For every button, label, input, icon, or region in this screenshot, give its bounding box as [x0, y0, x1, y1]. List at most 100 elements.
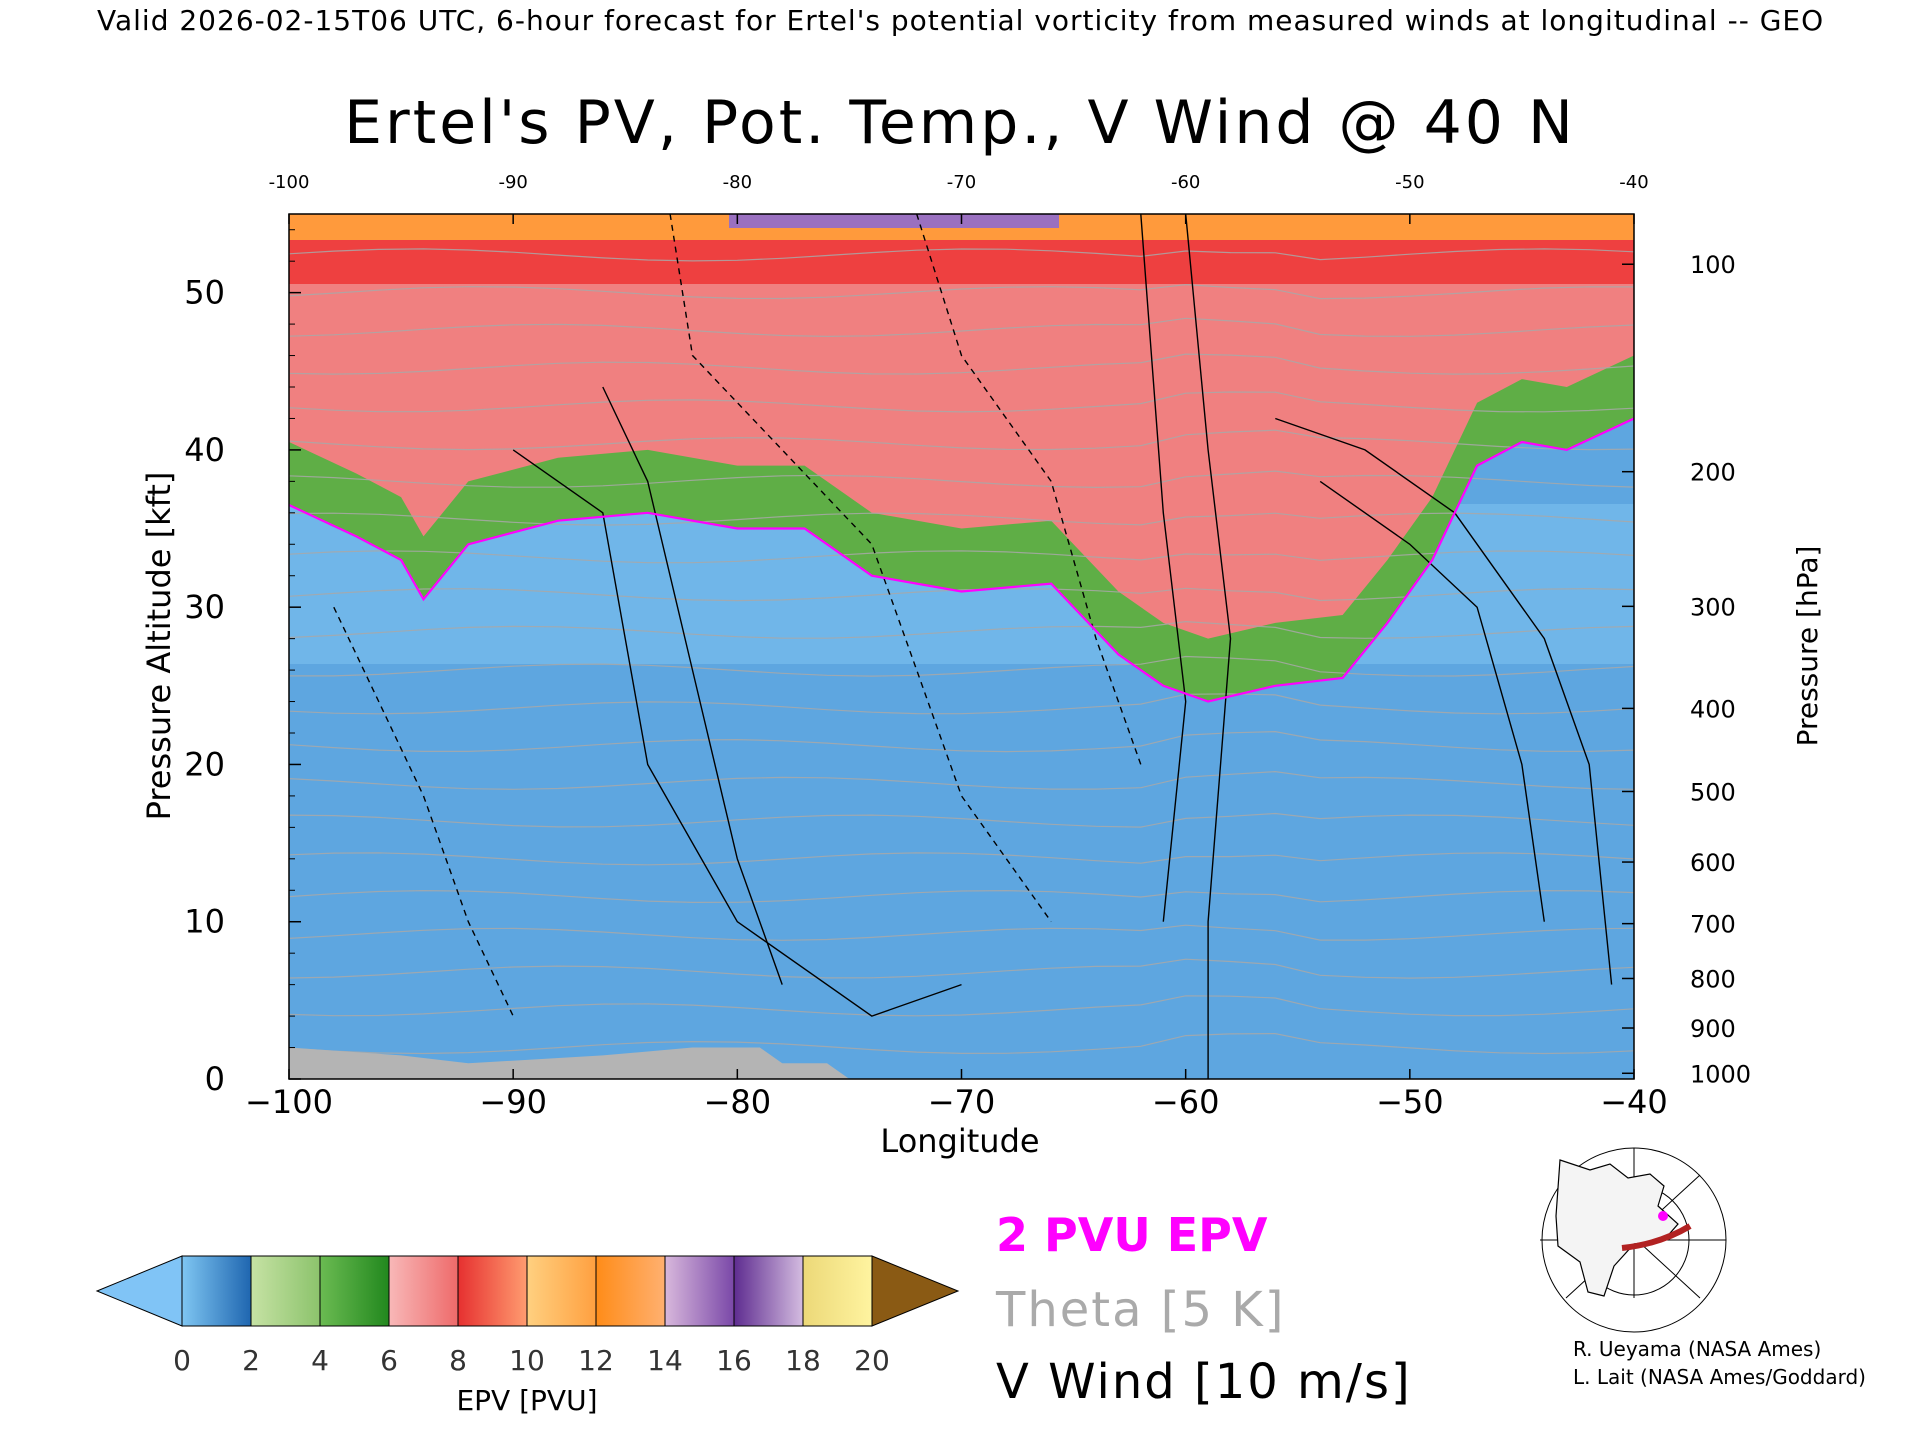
epv-colorbar: 0 2 4 6 8 10 12 14 16 18 20 EPV [PVU] [95, 1255, 960, 1417]
y-tick-label: 10 [184, 903, 225, 941]
theta-contour [289, 317, 1634, 338]
theta-contour [289, 587, 1634, 602]
pressure-tick-label: 500 [1690, 778, 1736, 806]
colorbar-tick-label: 14 [647, 1344, 683, 1377]
credit-line-1: R. Ueyama (NASA Ames) [1573, 1337, 1822, 1361]
colorbar-tick-label: 6 [380, 1344, 398, 1377]
y-tick-label: 0 [205, 1060, 225, 1098]
y-tick-label: 40 [184, 431, 225, 469]
x-tick-label: −50 [1376, 1083, 1444, 1121]
theta-contour [289, 620, 1634, 639]
colorbar-label: EPV [PVU] [456, 1384, 597, 1417]
colorbar-tick-label: 2 [242, 1344, 260, 1377]
v-wind-contour [669, 214, 1052, 923]
v-wind-contour [512, 449, 962, 1017]
y-tick-label: 20 [184, 745, 225, 783]
terrain-mask [289, 1047, 850, 1079]
theta-contour [289, 1032, 1634, 1055]
theta-contour [289, 512, 1634, 526]
pressure-tick-label: 700 [1690, 911, 1736, 939]
x-tick-label: −80 [704, 1083, 772, 1121]
x-axis-top: -100 -90 -80 -70 -60 -50 -40 [269, 172, 1649, 224]
theta-contour [289, 353, 1634, 375]
theta-contour [289, 924, 1634, 941]
epv-field [289, 214, 1634, 1079]
chart-title: Ertel's PV, Pot. Temp., V Wind @ 40 N [344, 88, 1576, 158]
x-top-tick-label: -90 [498, 172, 527, 193]
v-wind-contour [1185, 214, 1232, 1079]
v-wind-contour [1140, 214, 1187, 922]
tropopause-2pvu [289, 417, 1634, 703]
x-tick-label: −100 [245, 1083, 333, 1121]
forecast-subtitle: Valid 2026-02-15T06 UTC, 6-hour forecast… [97, 4, 1825, 37]
colorbar-tick-label: 18 [785, 1344, 821, 1377]
legend-v-wind: V Wind [10 m/s] [996, 1354, 1412, 1410]
legend-theta: Theta [5 K] [996, 1282, 1286, 1338]
stratosphere-purple [729, 214, 1059, 228]
colorbar-under-arrow [95, 1255, 183, 1327]
x-axis-bottom: −100 −90 −80 −70 −60 −50 −40 [245, 1069, 1668, 1121]
pressure-tick-label: 300 [1690, 593, 1736, 621]
theta-contour [289, 693, 1634, 715]
y-axis-label: Pressure Altitude [kft] [140, 472, 178, 821]
x-top-tick-label: -70 [947, 172, 976, 193]
colorbar-tick-label: 4 [311, 1344, 329, 1377]
colorbar-tick-label: 8 [449, 1344, 467, 1377]
theta-contour [289, 248, 1634, 262]
pressure-tick-label: 600 [1690, 849, 1736, 877]
theta-contour [289, 283, 1634, 300]
x-top-tick-label: -100 [269, 172, 310, 193]
x-top-tick-label: -40 [1619, 172, 1648, 193]
colorbar-tick-label: 12 [578, 1344, 614, 1377]
legend-2pvu: 2 PVU EPV [996, 1208, 1268, 1262]
v-wind-contours [333, 214, 1613, 1079]
pressure-tick-label: 800 [1690, 965, 1736, 993]
v-wind-contour [602, 386, 783, 985]
x-tick-label: −60 [1152, 1083, 1220, 1121]
locator-map [1534, 1147, 1730, 1333]
colorbar-tick-label: 0 [173, 1344, 191, 1377]
cross-section-track [1621, 1223, 1692, 1251]
v-wind-contour [1319, 480, 1545, 922]
colorbar-tick-label: 16 [716, 1344, 752, 1377]
colorbar-over-arrow [871, 1255, 960, 1327]
v-wind-contour [1275, 417, 1613, 985]
pressure-tick-label: 100 [1690, 251, 1736, 279]
theta-contour [289, 550, 1634, 564]
y2-axis-label: Pressure [hPa] [1791, 546, 1824, 747]
theta-contour [289, 655, 1634, 677]
x-top-tick-label: -50 [1395, 172, 1424, 193]
credit-line-2: L. Lait (NASA Ames/Goddard) [1573, 1365, 1866, 1389]
terrain [289, 1047, 850, 1079]
theta-contours [289, 248, 1634, 1055]
pressure-tick-label: 900 [1690, 1015, 1736, 1043]
theta-contour [289, 730, 1634, 753]
colorbar-tick-label: 20 [854, 1344, 890, 1377]
x-axis-label: Longitude [880, 1122, 1039, 1160]
y-axis-kft: 0 10 20 30 40 50 [184, 229, 301, 1098]
v-wind-contour [916, 214, 1142, 765]
x-top-tick-label: -60 [1171, 172, 1200, 193]
colorbar-tick-label: 10 [509, 1344, 545, 1377]
pressure-tick-label: 1000 [1690, 1060, 1751, 1088]
pressure-tick-label: 200 [1690, 459, 1736, 487]
theta-contour [289, 889, 1634, 904]
stratosphere-pink [289, 214, 1634, 639]
credits: R. Ueyama (NASA Ames) L. Lait (NASA Ames… [1573, 1335, 1866, 1391]
pressure-tick-label: 400 [1690, 695, 1736, 723]
theta-contour [289, 391, 1634, 413]
tropopause-line [289, 417, 1634, 703]
v-wind-contour [333, 606, 514, 1017]
theta-contour [289, 852, 1634, 866]
location-marker [1658, 1211, 1668, 1221]
y-tick-label: 50 [184, 274, 225, 312]
theta-contour [289, 958, 1634, 979]
x-tick-label: −70 [928, 1083, 996, 1121]
y-tick-label: 30 [184, 588, 225, 626]
theta-contour [289, 995, 1634, 1017]
theta-contour [289, 429, 1634, 451]
y-axis-pressure: 100 200 300 400 500 600 700 800 900 1000 [1622, 251, 1751, 1088]
x-top-tick-label: -80 [723, 172, 752, 193]
